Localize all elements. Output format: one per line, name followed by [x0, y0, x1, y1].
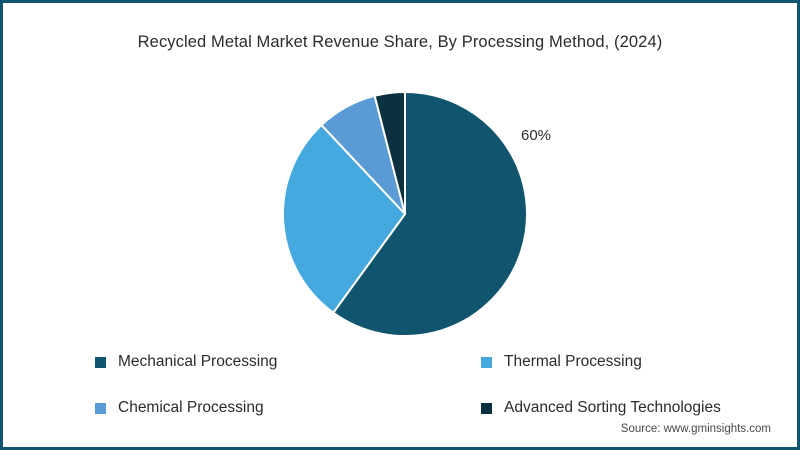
- legend-swatch-icon: [95, 402, 106, 414]
- legend-item-mechanical-processing[interactable]: Mechanical Processing: [3, 339, 393, 385]
- source-attribution: Source: www.gminsights.com: [620, 423, 771, 435]
- legend-item-label: Thermal Processing: [504, 353, 642, 370]
- legend-swatch-icon: [95, 356, 106, 368]
- legend-item-label: Mechanical Processing: [118, 353, 278, 370]
- chart-title: Recycled Metal Market Revenue Share, By …: [137, 33, 663, 51]
- legend-swatch-icon: [481, 356, 492, 368]
- chart-legend: Mechanical Processing Thermal Processing…: [3, 339, 797, 431]
- legend-item-label: Chemical Processing: [118, 399, 264, 416]
- pie-slice[interactable]: [282, 123, 407, 315]
- pie-slice[interactable]: [373, 90, 406, 215]
- legend-item-chemical-processing[interactable]: Chemical Processing: [3, 385, 393, 431]
- pie-chart: [282, 90, 528, 337]
- legend-item-advanced-sorting-technologies[interactable]: Advanced Sorting Technologies: [393, 385, 783, 431]
- legend-item-label: Advanced Sorting Technologies: [504, 399, 721, 416]
- legend-item-thermal-processing[interactable]: Thermal Processing: [393, 339, 783, 385]
- pie-chart-svg: [282, 90, 528, 337]
- legend-swatch-icon: [481, 402, 492, 414]
- pie-slice-value-label: 60%: [521, 127, 552, 144]
- pie-slice[interactable]: [331, 90, 528, 337]
